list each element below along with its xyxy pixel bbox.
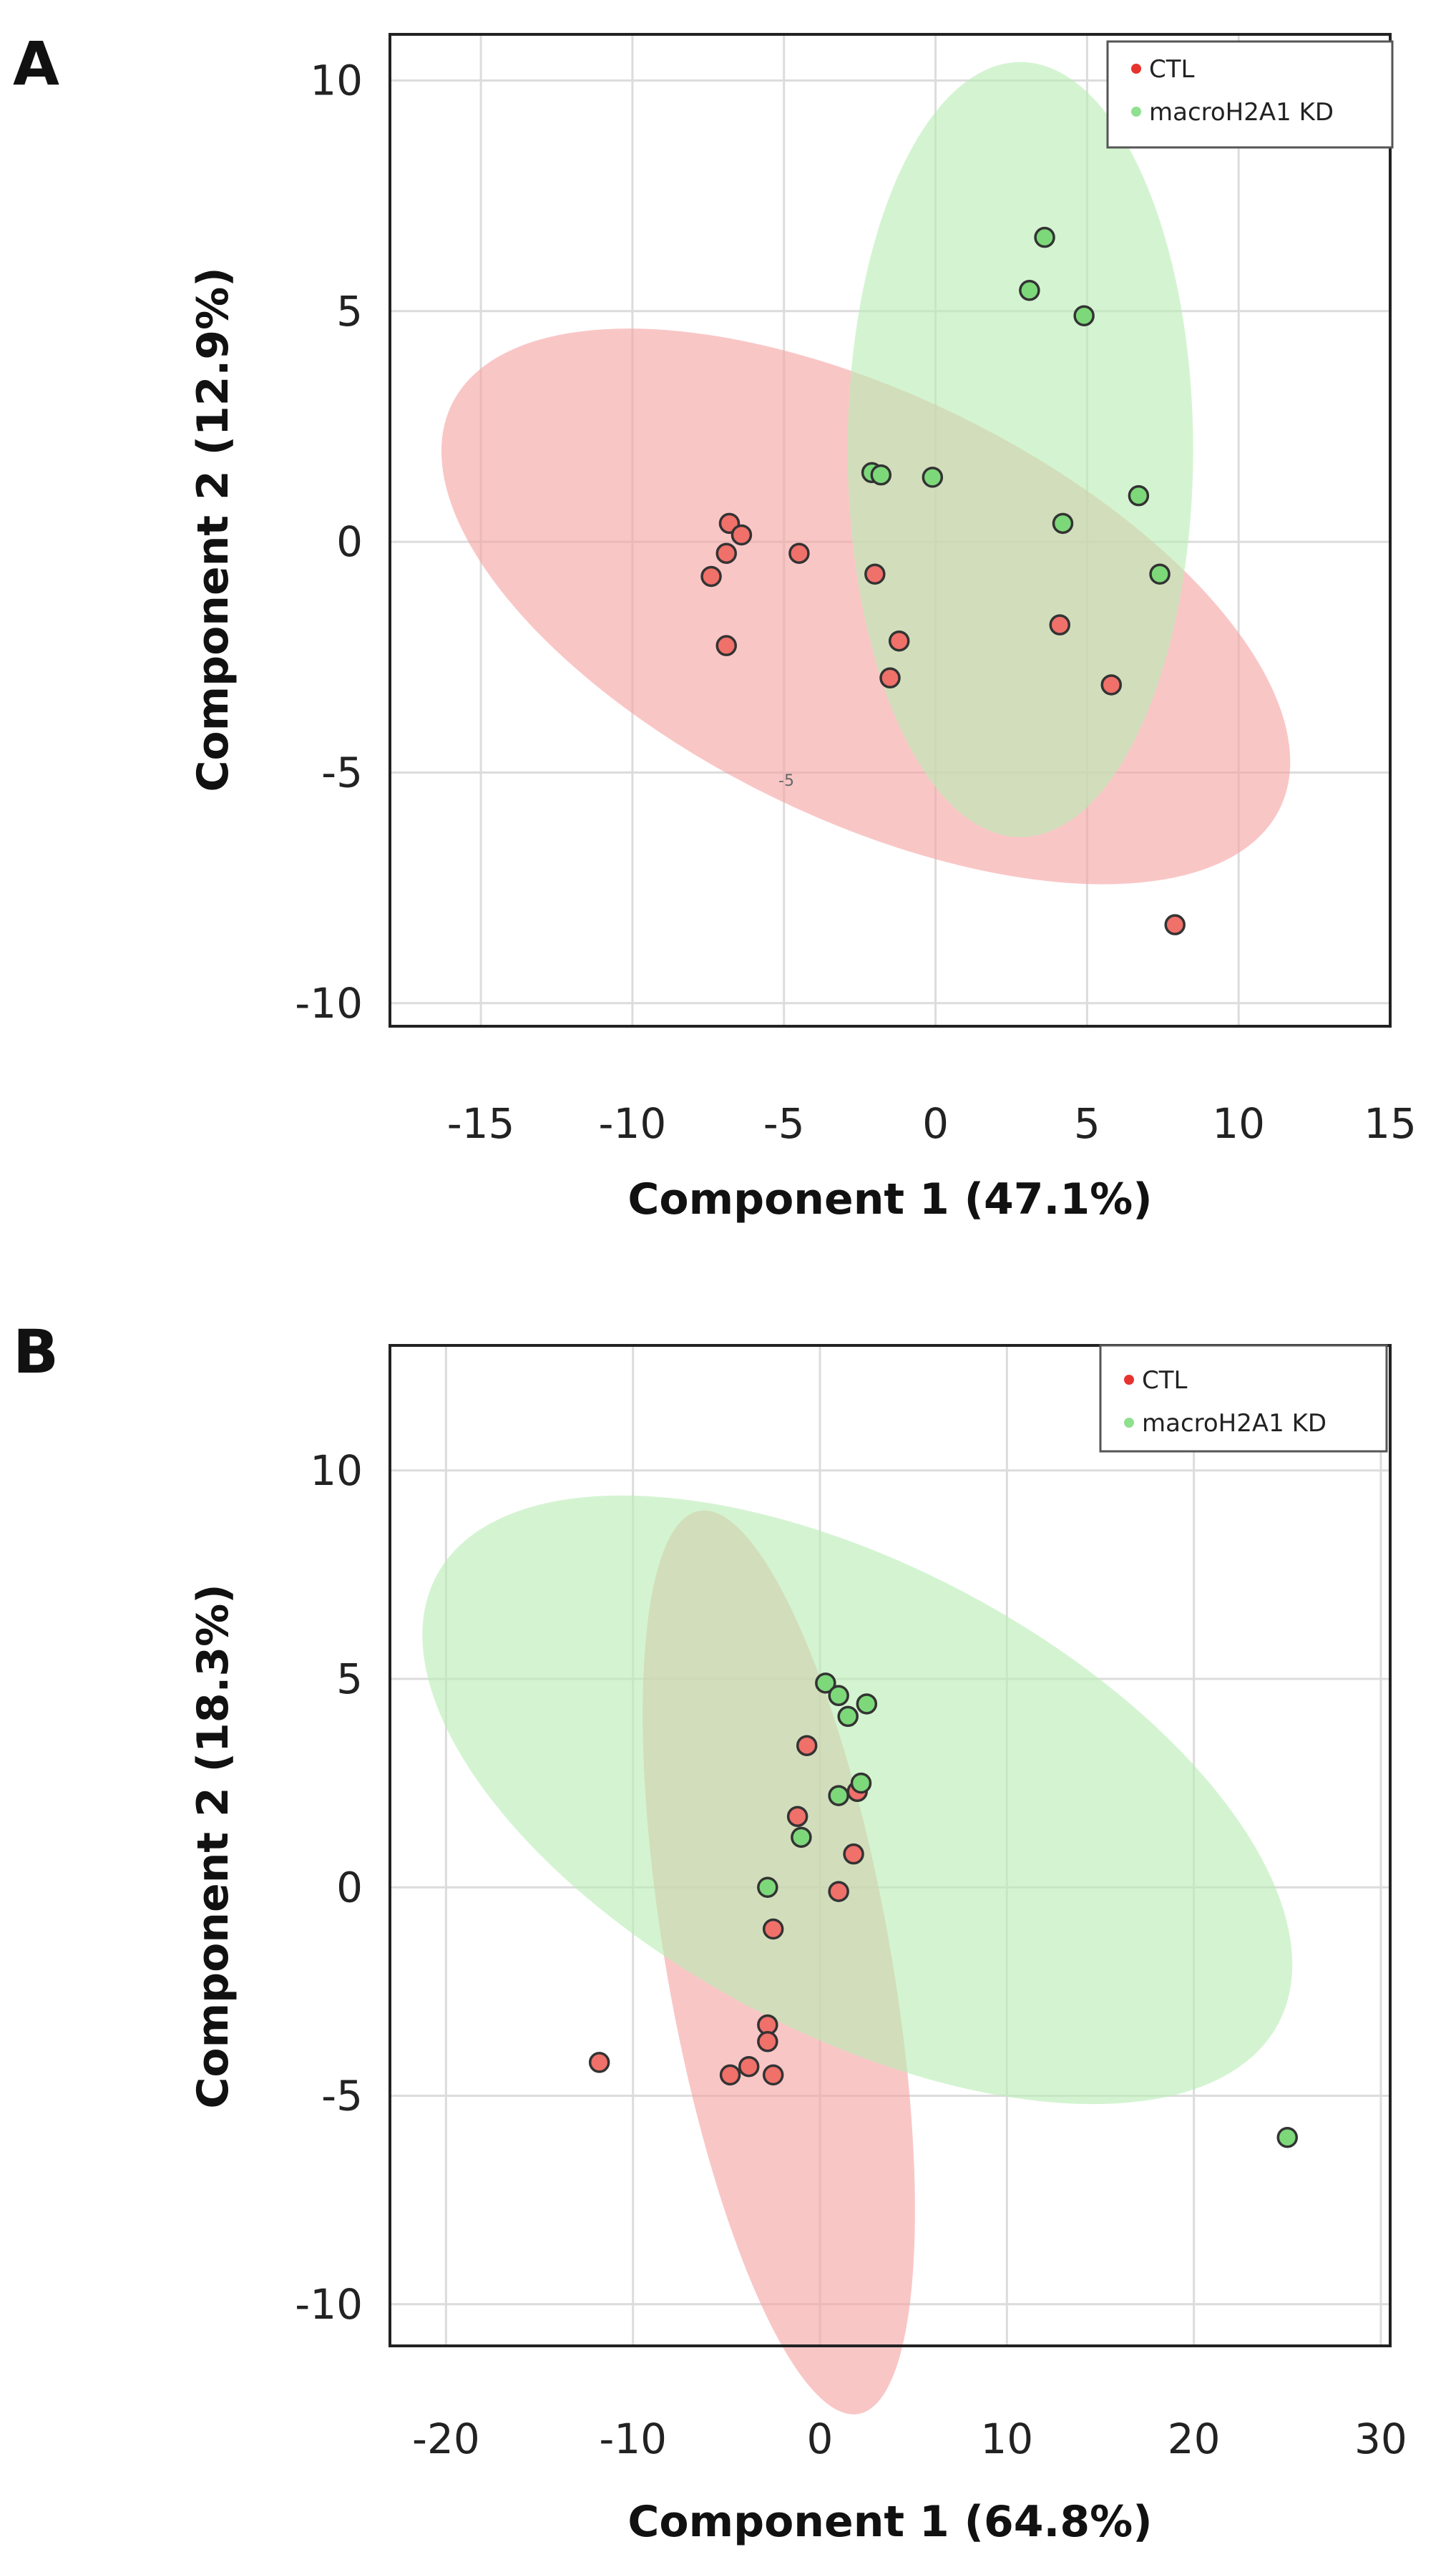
panel-b-y-tick-label: 5 (336, 1655, 363, 1703)
panel-a-y-tick-label: 5 (336, 287, 363, 336)
panel-a-x-tick-label: -15 (447, 1099, 515, 1148)
panel-a-label: A (13, 29, 59, 99)
panel-a-legend-ctl-label: CTL (1149, 55, 1195, 84)
panel-a-plot-frame (389, 33, 1392, 1028)
panel-a-point-ctl (888, 630, 910, 652)
panel-a-ellipse-kd (847, 62, 1193, 837)
panel-b-x-tick-label: -20 (412, 2415, 480, 2463)
panel-b-point-ctl (588, 2052, 610, 2073)
panel-b-x-tick-label: 10 (980, 2415, 1033, 2463)
panel-b-point-kd (1276, 2127, 1299, 2148)
panel-b-x-tick-label: 30 (1354, 2415, 1407, 2463)
panel-b-point-ctl (762, 2064, 784, 2086)
panel-a: A -15 -10 -5 0 5 10 15 10 5 0 -5 -10 -5 Component 1… (13, 29, 1417, 1224)
panel-b-ellipses (422, 1495, 1293, 2415)
panel-a-legend-kd-marker (1131, 107, 1141, 117)
panel-b-x-tick-label: -10 (599, 2415, 667, 2463)
panel-b-point-kd (791, 1826, 812, 1849)
panel-b-legend-box (1099, 1344, 1388, 1453)
panel-b-point-kd (850, 1772, 872, 1794)
panel-a-point-kd (1019, 280, 1040, 301)
panel-a-y-tick-label: -10 (295, 979, 363, 1028)
panel-a-legend-kd-label: macroH2A1 KD (1149, 98, 1334, 127)
panel-b-point-ctl (786, 1806, 808, 1827)
panel-b-legend-kd-marker (1124, 1418, 1134, 1428)
panel-a-x-tick-label: -5 (763, 1099, 805, 1148)
panel-b-point-kd (837, 1705, 859, 1728)
panel-b: B -20 -10 0 10 20 30 10 5 0 -5 -10 Component 1 (64… (13, 1317, 1407, 2547)
panel-b-y-tick-label: -5 (321, 2072, 363, 2120)
panel-b-point-ctl (757, 2031, 778, 2052)
panel-b-x-axis-title: Component 1 (64.8%) (627, 2497, 1152, 2547)
panel-b-point-kd (856, 1693, 878, 1715)
panel-a-stray-mark: -5 (778, 772, 794, 790)
panel-a-points (700, 226, 1186, 935)
panel-a-point-ctl (731, 524, 753, 546)
panel-a-y-axis-title: Component 2 (12.9%) (188, 267, 238, 792)
panel-a-x-tick-label: 5 (1074, 1099, 1100, 1148)
panel-b-x-tick-label: 20 (1168, 2415, 1221, 2463)
panel-b-legend-ctl-label: CTL (1142, 1366, 1188, 1395)
panel-b-y-tick-label: 10 (310, 1446, 363, 1495)
panel-a-point-ctl (864, 563, 886, 585)
panel-b-point-ctl (762, 1918, 784, 1940)
panel-b-point-kd (828, 1685, 849, 1707)
panel-a-point-ctl (1164, 914, 1186, 935)
panel-b-point-ctl (843, 1843, 864, 1865)
panel-b-plot-frame (389, 1344, 1392, 2347)
panel-a-point-kd (1073, 305, 1095, 326)
panel-a-point-ctl (715, 542, 737, 564)
panel-a-ticks: -15 -10 -5 0 5 10 15 10 5 0 -5 -10 (295, 56, 1417, 1148)
panel-a-point-kd (1128, 484, 1150, 507)
panel-a-legend-ctl-marker (1131, 64, 1141, 74)
panel-b-y-tick-label: 0 (336, 1863, 363, 1911)
panel-a-x-tick-label: 15 (1364, 1099, 1417, 1148)
panel-a-y-tick-label: -5 (321, 748, 363, 797)
panel-b-point-ctl (719, 2064, 741, 2086)
panel-b-y-tick-label: -10 (295, 2280, 363, 2329)
panel-b-label: B (13, 1317, 59, 1387)
panel-b-legend-kd-label: macroH2A1 KD (1142, 1409, 1326, 1438)
panel-b-point-kd (757, 1876, 778, 1898)
panel-b-legend: CTL macroH2A1 KD (1099, 1344, 1388, 1453)
panel-a-ellipses (441, 62, 1291, 885)
panel-a-y-tick-label: 0 (336, 517, 363, 566)
panel-b-y-axis-title: Component 2 (18.3%) (188, 1584, 238, 2108)
panel-a-point-kd (1149, 563, 1171, 585)
panel-b-x-tick-label: 0 (807, 2415, 834, 2463)
panel-a-point-ctl (1049, 614, 1070, 635)
panel-a-point-ctl (700, 565, 722, 588)
panel-b-point-ctl (828, 1881, 849, 1902)
panel-a-point-kd (870, 464, 892, 486)
panel-a-point-ctl (715, 635, 737, 656)
panel-a-legend: CTL macroH2A1 KD (1106, 40, 1394, 149)
panel-b-point-kd (815, 1672, 836, 1694)
panel-a-x-axis-title: Component 1 (47.1%) (627, 1174, 1152, 1224)
panel-a-point-kd (1034, 226, 1055, 248)
panel-a-point-ctl (788, 542, 810, 564)
panel-b-ticks: -20 -10 0 10 20 30 10 5 0 -5 -10 (295, 1446, 1407, 2463)
panel-a-x-tick-label: -10 (599, 1099, 667, 1148)
panel-a-x-tick-label: 10 (1212, 1099, 1265, 1148)
panel-b-legend-ctl-marker (1124, 1375, 1134, 1385)
panel-a-point-kd (922, 467, 944, 488)
panel-a-point-ctl (1100, 674, 1123, 696)
panel-a-point-ctl (879, 667, 901, 689)
panel-a-x-tick-label: 0 (922, 1099, 949, 1148)
panel-b-point-ctl (738, 2055, 760, 2078)
panel-a-point-kd (1052, 512, 1074, 535)
panel-b-points (588, 1672, 1299, 2148)
panel-a-legend-box (1106, 40, 1394, 149)
panel-b-point-kd (828, 1785, 849, 1806)
panel-a-y-tick-label: 10 (310, 56, 363, 104)
panel-b-point-ctl (796, 1735, 818, 1756)
